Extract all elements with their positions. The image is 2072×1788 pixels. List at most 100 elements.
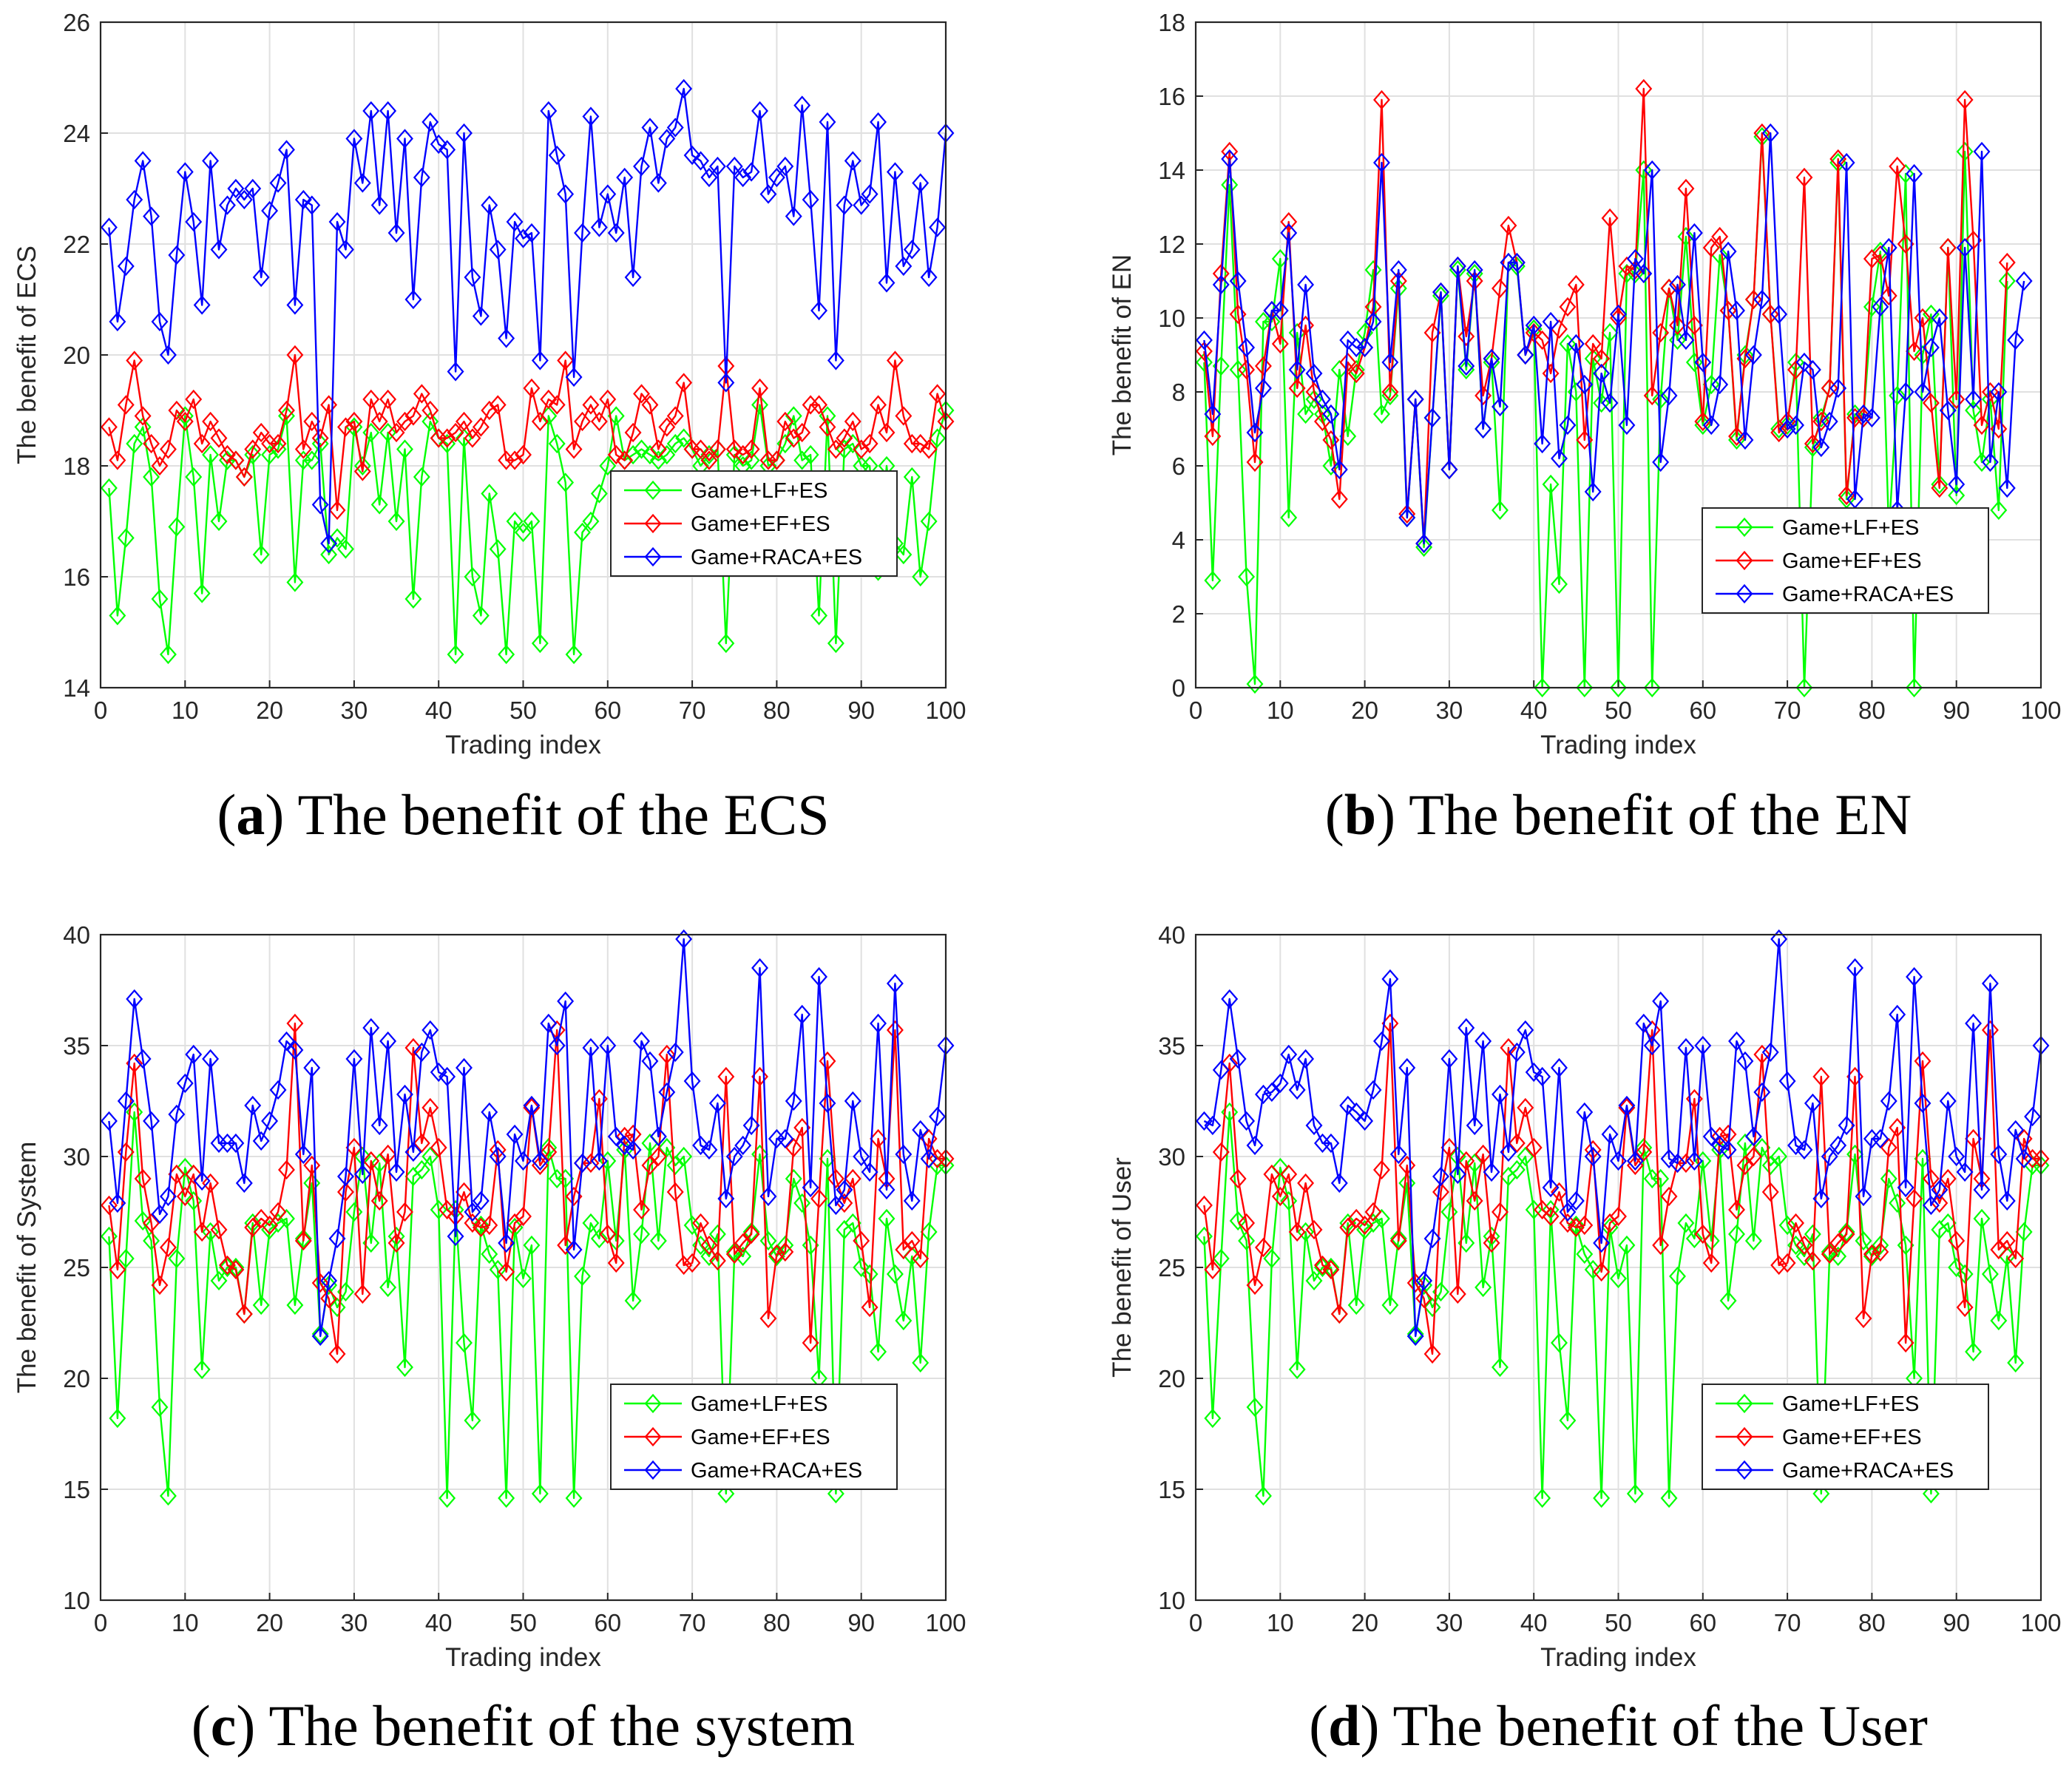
data-point [421,1020,439,1040]
data-point [1778,1071,1796,1091]
data-point [1677,1153,1695,1174]
legend-marker [644,480,662,501]
data-point [2007,1352,2025,1373]
data-point [793,1004,811,1025]
data-point [387,1162,405,1182]
data-point [1677,1037,1695,1058]
data-point [489,240,507,260]
data-point [1204,404,1222,424]
chart-panel-d: 0 10 20 30 40 50 60 70 80 90 10010152025303540Trad… [1108,921,2062,1758]
x-tick-label: 70 [1774,697,1801,724]
data-point [143,1230,160,1251]
data-point [1770,304,1788,325]
x-tick-label: 40 [1520,1609,1548,1636]
data-point [1889,1004,1906,1025]
data-point [895,1144,913,1165]
data-point [1855,407,1872,428]
data-point [531,411,549,432]
data-point [1702,237,1720,258]
data-point [227,1257,245,1278]
data-point [793,95,811,115]
y-tick-label: 18 [63,453,90,480]
data-point [1423,1297,1441,1318]
data-point [506,450,524,470]
data-point [1263,1248,1281,1269]
data-point [1872,1242,1889,1262]
data-point [1432,282,1449,302]
data-point [134,151,152,171]
data-point [1702,374,1720,395]
data-point [717,1483,735,1504]
data-point [1778,415,1796,436]
data-point [515,1268,532,1289]
data-point [523,1095,541,1116]
data-point [1948,1146,1966,1167]
data-point [717,373,735,393]
data-point [683,1071,701,1091]
data-point [912,1248,930,1269]
subfigure-caption: (a) The benefit of the ECS [217,782,829,847]
data-point [1440,1202,1458,1222]
data-point [1855,1186,1872,1207]
data-point [1635,160,1653,180]
data-point [210,1219,228,1240]
data-point [1288,1359,1306,1380]
data-point [1694,352,1712,373]
data-point [1618,1235,1636,1256]
data-point [810,1188,828,1209]
data-point [802,395,819,415]
data-point [1415,537,1433,558]
data-point [574,411,591,432]
data-point [244,439,262,459]
data-point [929,217,947,237]
data-point [649,450,667,470]
data-point [768,1128,785,1149]
data-point [1669,274,1686,295]
data-point [1610,1151,1627,1171]
data-point [675,1255,693,1276]
series-game-raca-es [1195,929,2050,1347]
data-point [1711,374,1729,395]
data-point [540,389,558,410]
data-point [421,1146,439,1167]
data-point [742,162,760,182]
data-point [337,417,354,437]
data-point [700,450,718,470]
data-point [1305,389,1323,410]
data-point [185,1164,203,1185]
data-point [1761,123,1779,143]
data-point [582,1037,600,1058]
series-line [108,353,947,512]
data-point [523,511,541,532]
data-point [1939,237,1957,258]
data-point [1584,333,1602,354]
data-point [844,411,861,432]
data-point [810,966,828,987]
data-point [895,256,913,277]
data-point [1610,1268,1627,1289]
data-point [1981,382,1999,402]
data-point [641,444,659,465]
x-tick-label: 60 [594,1609,621,1636]
data-point [1229,359,1247,380]
data-point [328,1297,346,1318]
data-point [1457,1151,1475,1171]
data-point [1863,1128,1880,1149]
data-point [1981,1020,1999,1040]
data-point [1838,152,1855,173]
data-point [1618,263,1636,284]
data-point [1330,1304,1348,1324]
data-point [1981,452,1999,473]
data-point [649,1230,667,1251]
data-point [1914,308,1932,328]
data-point [439,1199,456,1220]
data-point [1297,1222,1315,1242]
data-point [1635,263,1653,284]
data-point [557,991,575,1012]
data-point [1254,356,1272,376]
data-point [1804,437,1821,458]
data-point [1204,570,1222,591]
data-point [607,444,625,465]
data-point [1880,1137,1897,1158]
data-point [227,1259,245,1280]
